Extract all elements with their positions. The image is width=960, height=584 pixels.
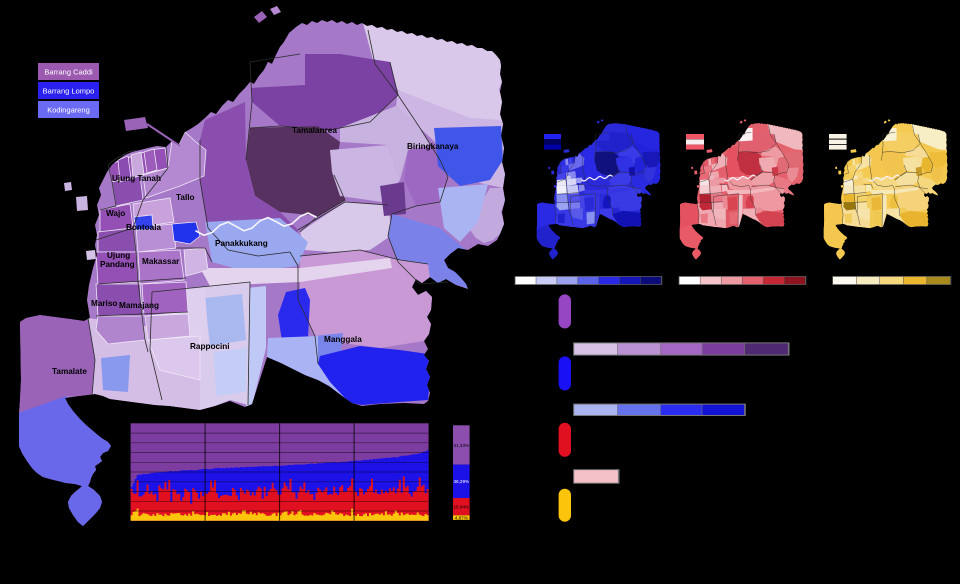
svg-text:41,33%: 41,33%	[454, 443, 470, 448]
svg-text:Panakkukang: Panakkukang	[215, 239, 268, 248]
svg-text:Kodingareng: Kodingareng	[47, 106, 90, 115]
svg-text:Barrang Caddi: Barrang Caddi	[44, 68, 93, 77]
svg-text:Biringkanaya: Biringkanaya	[407, 142, 459, 151]
svg-text:Tamalanrea: Tamalanrea	[292, 126, 337, 135]
svg-text:Tallo: Tallo	[176, 193, 195, 202]
svg-text:Mamajang: Mamajang	[119, 301, 159, 310]
svg-text:Ujung: Ujung	[107, 251, 130, 260]
svg-text:Mariso: Mariso	[91, 299, 117, 308]
svg-text:Wajo: Wajo	[106, 209, 125, 218]
svg-text:36,29%: 36,29%	[454, 479, 470, 484]
svg-text:Pandang: Pandang	[100, 260, 135, 269]
svg-text:Barrang Lompo: Barrang Lompo	[43, 87, 95, 96]
svg-text:Ujung Tanah: Ujung Tanah	[112, 174, 161, 183]
svg-text:Makassar: Makassar	[142, 257, 180, 266]
svg-text:15,94%: 15,94%	[454, 505, 470, 510]
svg-text:Rappocini: Rappocini	[190, 342, 230, 351]
svg-text:4,87%: 4,87%	[455, 515, 468, 520]
svg-text:Tamalate: Tamalate	[52, 367, 87, 376]
svg-text:Manggala: Manggala	[324, 335, 362, 344]
svg-text:Bontoala: Bontoala	[126, 223, 161, 232]
